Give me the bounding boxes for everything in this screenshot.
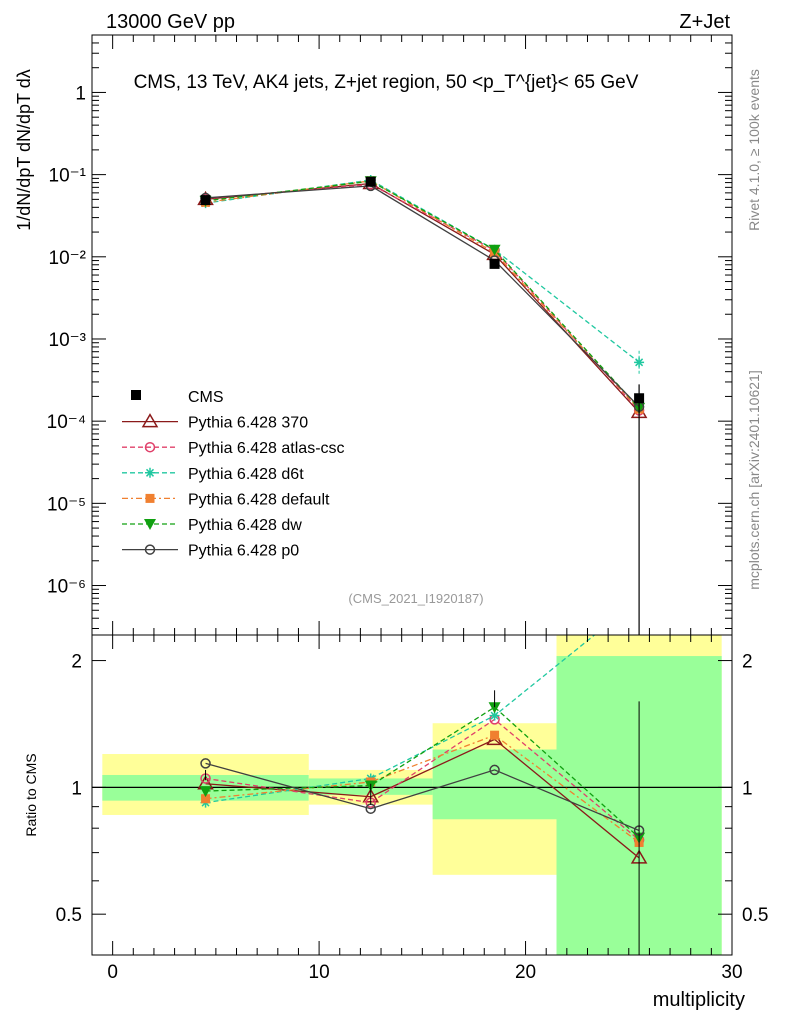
cms-point [200, 195, 211, 206]
ratio-point [489, 764, 500, 776]
series-line [205, 180, 640, 409]
legend: CMS Pythia 6.428 370 Pythia 6.428 atlas-cs… [122, 389, 345, 560]
ratio-point [490, 730, 500, 740]
legend-marker [144, 544, 156, 555]
series-line [205, 182, 640, 413]
ratio-line [205, 762, 640, 832]
ratio-point [201, 794, 211, 804]
main-ylabel-text: 1/dN/dpT dN/dpT dλ [14, 69, 34, 230]
header-right: Z+Jet [679, 11, 730, 33]
ratio-ticks: 0.5 0.51 12 20 10 20 30 [56, 635, 768, 983]
ratio-point [200, 758, 211, 769]
side-label-mcplots-text: mcplots.cern.ch [arXiv:2401.10621] [746, 370, 762, 589]
main-ticks: 1 10⁻¹ 10⁻² 10⁻³ 10⁻⁴ 10⁻⁵ 10⁻⁶ [47, 34, 733, 635]
main-panel: 1 10⁻¹ 10⁻² 10⁻³ 10⁻⁴ 10⁻⁵ 10⁻⁶ CMS, 13 TeV, A… [14, 34, 733, 636]
series-point [488, 244, 501, 256]
header-left: 13000 GeV pp [106, 11, 235, 33]
ratio-panel: 0.5 0.51 12 20 10 20 30 Ratio to CMS multiplic… [23, 634, 768, 1011]
side-label-rivet-text: Rivet 4.1.0, ≥ 100k events [746, 69, 762, 231]
side-label-rivet: Rivet 4.1.0, ≥ 100k events [746, 69, 762, 231]
ratio-y-tick-label-right: 1 [742, 778, 753, 799]
main-y-tick-label: 10⁻¹ [49, 166, 87, 187]
side-label-mcplots: mcplots.cern.ch [arXiv:2401.10621] [746, 370, 762, 589]
legend-marker [145, 467, 155, 478]
legend-label: Pythia 6.428 dw [188, 517, 302, 534]
legend-cms-marker [131, 390, 141, 400]
ratio-y-tick-label: 1 [71, 778, 82, 799]
ratio-point [488, 702, 501, 714]
ratio-point [199, 786, 212, 798]
cms-point [634, 393, 645, 404]
legend-marker [144, 441, 156, 453]
ratio-y-tick-label: 2 [71, 652, 82, 673]
ratio-y-tick-label-right: 2 [742, 652, 753, 673]
x-axis-label: multiplicity [653, 989, 745, 1011]
legend-marker [145, 493, 155, 503]
series-line [205, 180, 640, 410]
x-tick-label: 10 [309, 962, 330, 983]
legend-label: Pythia 6.428 370 [188, 415, 308, 432]
cms-point [365, 176, 376, 187]
main-series [197, 175, 648, 635]
ratio-band-green [432, 749, 557, 820]
ratio-line [205, 635, 596, 804]
legend-label: Pythia 6.428 p0 [188, 543, 299, 560]
ratio-line [205, 734, 640, 843]
x-tick-label: 20 [515, 962, 536, 983]
legend-marker [141, 413, 159, 428]
ratio-ylabel-text: Ratio to CMS [23, 753, 39, 836]
main-y-tick-label: 10⁻⁶ [47, 577, 86, 598]
main-y-tick-label: 10⁻⁵ [47, 494, 86, 515]
legend-label: Pythia 6.428 atlas-csc [188, 440, 345, 457]
ratio-line [205, 706, 640, 839]
ratio-series [197, 635, 648, 955]
main-y-tick-label: 10⁻³ [49, 330, 87, 351]
series-line [205, 185, 640, 408]
ratio-frame [91, 634, 733, 956]
cms-point [489, 258, 500, 269]
legend-label-cms: CMS [188, 389, 224, 406]
ratio-bands [92, 635, 732, 955]
legend-label: Pythia 6.428 d6t [188, 466, 304, 483]
main-y-tick-label: 10⁻⁴ [47, 412, 86, 433]
main-title: CMS, 13 TeV, AK4 jets, Z+jet region, 50 … [134, 72, 639, 93]
ratio-series-group [197, 635, 648, 955]
watermark: (CMS_2021_I1920187) [348, 591, 483, 606]
x-tick-label: 30 [721, 962, 742, 983]
main-y-tick-label: 1 [75, 83, 86, 104]
ratio-ylabel: Ratio to CMS [23, 753, 39, 836]
ratio-y-tick-label: 0.5 [56, 905, 82, 926]
main-ylabel: 1/dN/dpT dN/dpT dλ [14, 69, 34, 230]
series-line [205, 179, 640, 363]
legend-label: Pythia 6.428 default [188, 491, 330, 508]
series-line [205, 183, 640, 411]
x-tick-label: 0 [107, 962, 118, 983]
ratio-y-tick-label-right: 0.5 [742, 905, 768, 926]
legend-marker [144, 519, 156, 530]
ratio-point [489, 710, 500, 721]
main-y-tick-label: 10⁻² [49, 248, 87, 269]
